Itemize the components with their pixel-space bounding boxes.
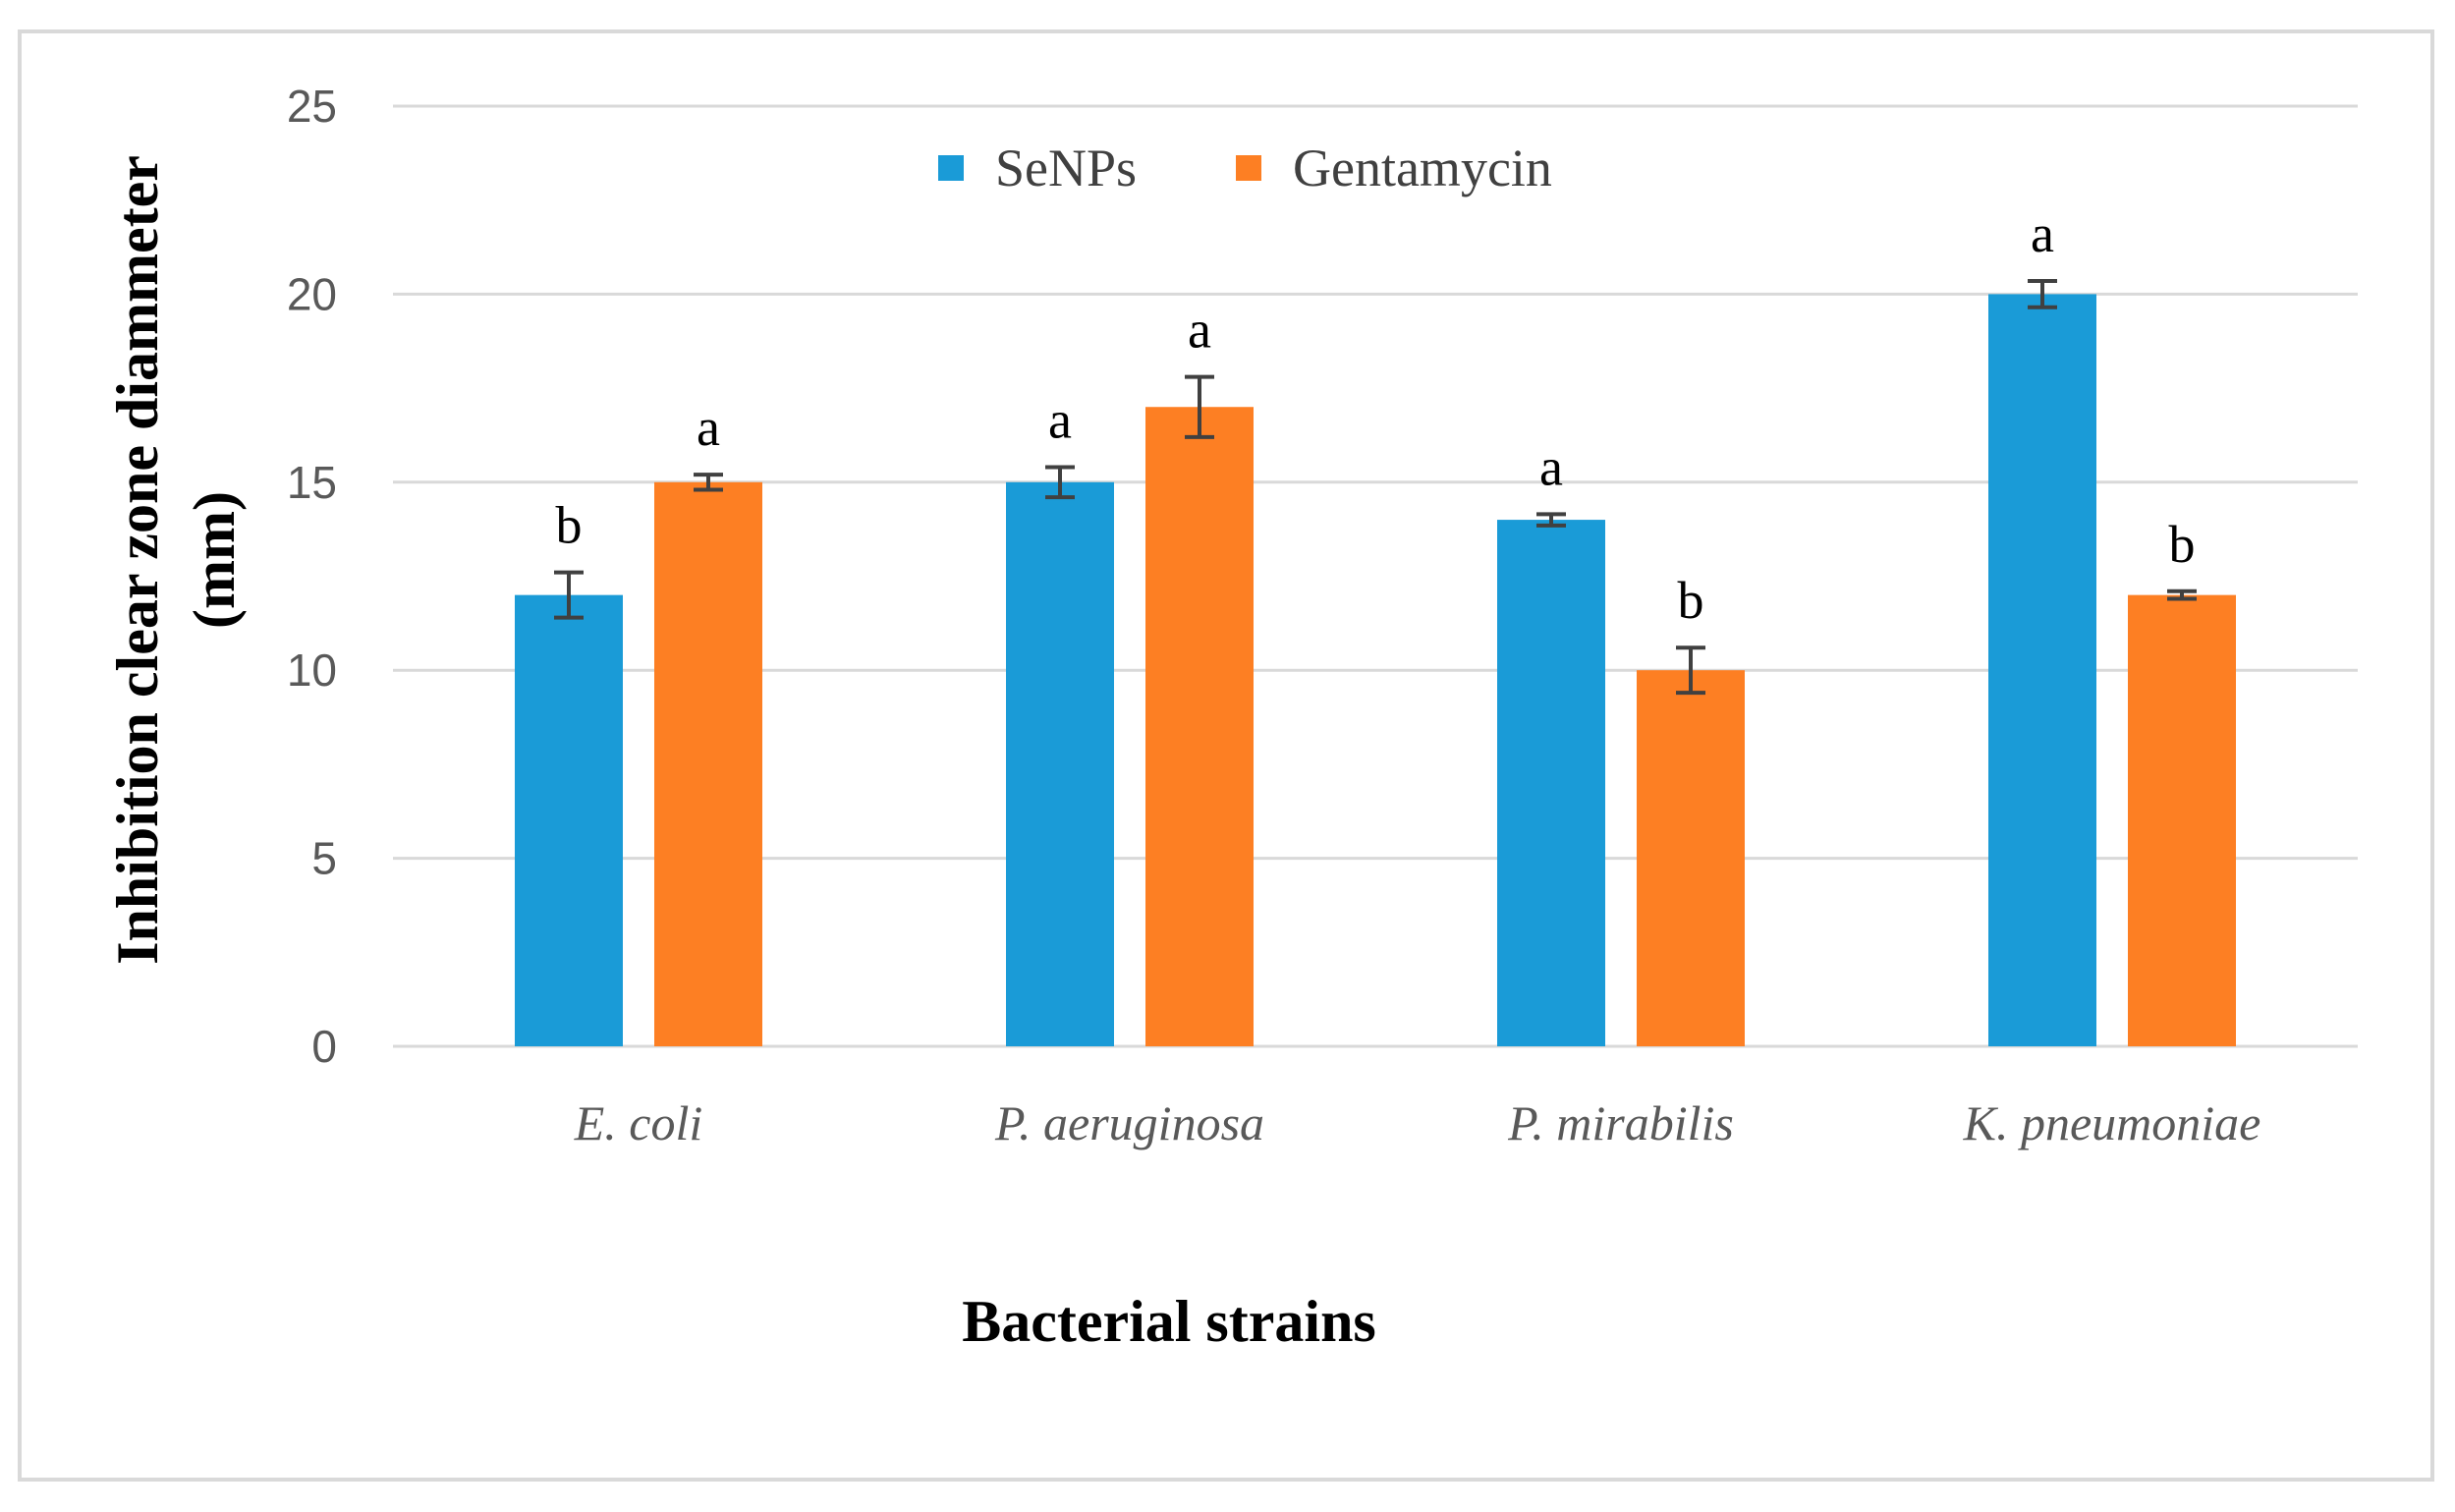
significance-label: b <box>1678 571 1704 630</box>
y-tick-label-25: 25 <box>287 81 337 132</box>
error-bars <box>554 279 2197 696</box>
significance-label: b <box>2169 515 2196 574</box>
significance-label: a <box>697 398 720 457</box>
y-axis-title-line1: Inhibition clear zone diammeter <box>105 155 170 965</box>
bar-senps <box>1006 481 1114 1046</box>
bar-senps <box>1988 294 2096 1046</box>
y-tick-label-0: 0 <box>311 1021 337 1072</box>
legend-swatch-gentamycin <box>1236 155 1261 181</box>
y-tick-label-20: 20 <box>287 268 337 319</box>
significance-label: b <box>556 496 583 555</box>
x-axis-title: Bacterial strains <box>962 1289 1376 1354</box>
bar-gentamycin <box>1637 670 1745 1046</box>
x-axis-categories: E. coli P. aeruginosa P. mirabilis K. pneum… <box>574 1095 2261 1150</box>
significance-label: a <box>1539 437 1563 496</box>
x-category-label: E. coli <box>574 1095 703 1150</box>
bar-senps <box>1497 520 1605 1046</box>
x-category-label: P. aeruginosa <box>994 1095 1264 1150</box>
bar-gentamycin <box>2128 594 2236 1046</box>
legend-label-senps: SeNPs <box>995 139 1137 197</box>
y-tick-label-15: 15 <box>287 457 337 508</box>
x-category-label: K. pneumoniae <box>1963 1095 2261 1150</box>
y-tick-label-10: 10 <box>287 644 337 696</box>
bar-senps <box>515 594 623 1046</box>
x-category-label: P. mirabilis <box>1507 1095 1734 1150</box>
legend: SeNPs Gentamycin <box>938 139 1552 197</box>
legend-label-gentamycin: Gentamycin <box>1293 139 1552 197</box>
significance-label: a <box>1048 390 1072 449</box>
significance-labels: b a a a a b a b <box>556 204 2196 630</box>
bar-gentamycin <box>1145 407 1254 1046</box>
legend-swatch-senps <box>938 155 964 181</box>
y-axis-title-line2: (mm) <box>182 491 247 629</box>
significance-label: a <box>2031 204 2054 263</box>
y-axis-ticks: 0 5 10 15 20 25 <box>287 81 337 1072</box>
bars <box>515 294 2236 1046</box>
y-tick-label-5: 5 <box>311 833 337 884</box>
y-axis-title: Inhibition clear zone diammeter (mm) <box>105 155 247 965</box>
bar-gentamycin <box>654 481 762 1046</box>
significance-label: a <box>1188 301 1211 360</box>
